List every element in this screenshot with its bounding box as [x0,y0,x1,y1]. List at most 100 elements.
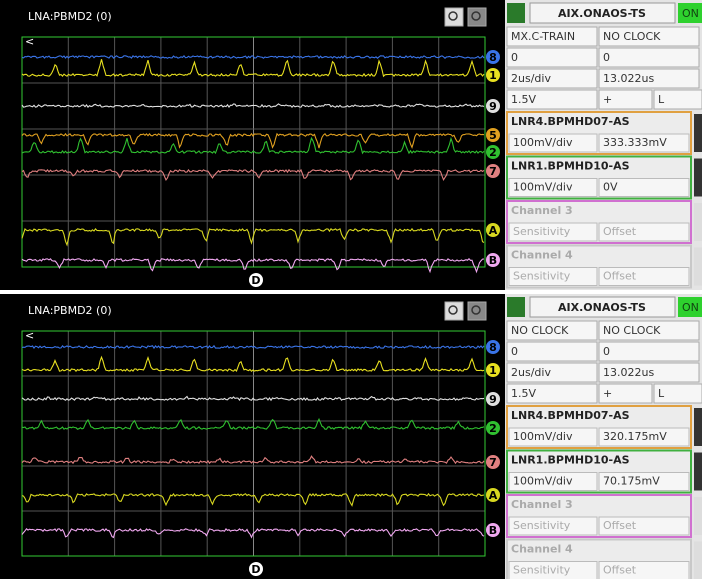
channel-marker[interactable] [486,421,500,435]
field-text: 13.022us [603,72,654,85]
zoom-icon [448,11,458,21]
field-text: Offset [603,564,637,577]
field[interactable] [508,133,598,153]
field[interactable] [508,472,598,491]
channel-marker-label: A [489,224,498,237]
field[interactable] [598,178,690,197]
field[interactable] [506,47,598,68]
channel-name: Channel 4 [511,249,573,262]
scope-background [0,0,505,290]
zoom-icon [471,11,481,21]
field-text: 333.333mV [603,136,667,149]
channel-marker[interactable] [486,523,500,537]
field-text: 2us/div [511,366,551,379]
field[interactable] [506,383,598,404]
channel-marker[interactable] [486,145,500,159]
channel-marker[interactable] [486,164,500,178]
field[interactable] [506,68,598,89]
waveform [21,54,485,59]
field-text: 70.175mV [603,475,660,488]
channel-marker[interactable] [486,223,500,237]
field[interactable] [598,222,690,242]
zoom-button[interactable] [444,301,464,321]
channel-marker[interactable] [486,363,500,377]
field[interactable] [598,362,700,383]
field[interactable] [598,26,700,47]
channel-marker[interactable] [486,68,500,82]
status-box [678,297,702,317]
channel-marker-label: 8 [489,341,497,354]
field[interactable] [598,68,700,89]
field[interactable] [508,561,598,579]
field[interactable] [598,47,700,68]
field[interactable] [506,341,598,362]
channel-marker-label: 8 [489,51,497,64]
field[interactable] [598,89,653,110]
field-text: + [603,387,612,400]
field[interactable] [598,267,690,286]
status-text: ON [682,7,699,20]
device-box [529,2,676,24]
field[interactable] [598,561,690,579]
field[interactable] [506,89,598,110]
field[interactable] [598,133,690,153]
channel-marker-label: A [489,489,498,502]
channel-side [694,497,702,535]
zoom-button[interactable] [444,7,464,27]
zoom-button[interactable] [467,7,487,27]
waveform [21,258,485,274]
field[interactable] [598,472,690,491]
channel-side [694,247,702,286]
waveform [21,103,485,109]
field[interactable] [508,267,598,286]
field-text: Offset [603,519,637,532]
field[interactable] [598,516,690,536]
waveform [21,527,485,539]
channel-marker[interactable] [486,488,500,502]
field-text: 1.5V [511,387,536,400]
waveform [21,132,485,149]
field[interactable] [653,383,702,404]
field[interactable] [508,427,598,447]
zoom-button[interactable] [467,301,487,321]
field[interactable] [598,320,700,341]
field[interactable] [508,178,598,197]
field[interactable] [508,222,598,242]
channel-marker[interactable] [486,340,500,354]
field-text: 0V [603,181,618,194]
waveform [21,395,485,402]
zoom-icon [448,305,458,315]
channel-side [694,452,702,491]
field[interactable] [508,516,598,536]
channel-marker[interactable] [486,99,500,113]
field-text: Sensitivity [513,564,571,577]
field-text: 0 [603,345,610,358]
scope-title: LNA:PBMD2 (0) [28,304,112,317]
cursor: < [25,35,34,48]
field-text: Sensitivity [513,270,571,283]
field[interactable] [653,89,702,110]
channel-name: LNR1.BPMHD10-AS [511,454,630,467]
channel-marker[interactable] [486,253,500,267]
field-text: + [603,93,612,106]
field[interactable] [598,383,653,404]
channel-marker[interactable] [486,455,500,469]
field[interactable] [506,26,598,47]
field-text: Sensitivity [513,519,571,532]
channel-name: Channel 3 [511,498,573,511]
device-name: AIX.ONAOS-TS [558,7,646,20]
channel-marker[interactable] [486,128,500,142]
field[interactable] [598,427,690,447]
channel-marker[interactable] [486,50,500,64]
waveform [21,417,485,431]
trigger-marker [249,273,263,287]
waveform [21,136,485,155]
cursor: < [25,329,34,342]
trigger-marker [249,562,263,576]
field[interactable] [506,362,598,383]
channel-marker[interactable] [486,392,500,406]
field-text: 320.175mV [603,430,667,443]
field[interactable] [506,320,598,341]
status-text: ON [682,301,699,314]
field[interactable] [598,341,700,362]
